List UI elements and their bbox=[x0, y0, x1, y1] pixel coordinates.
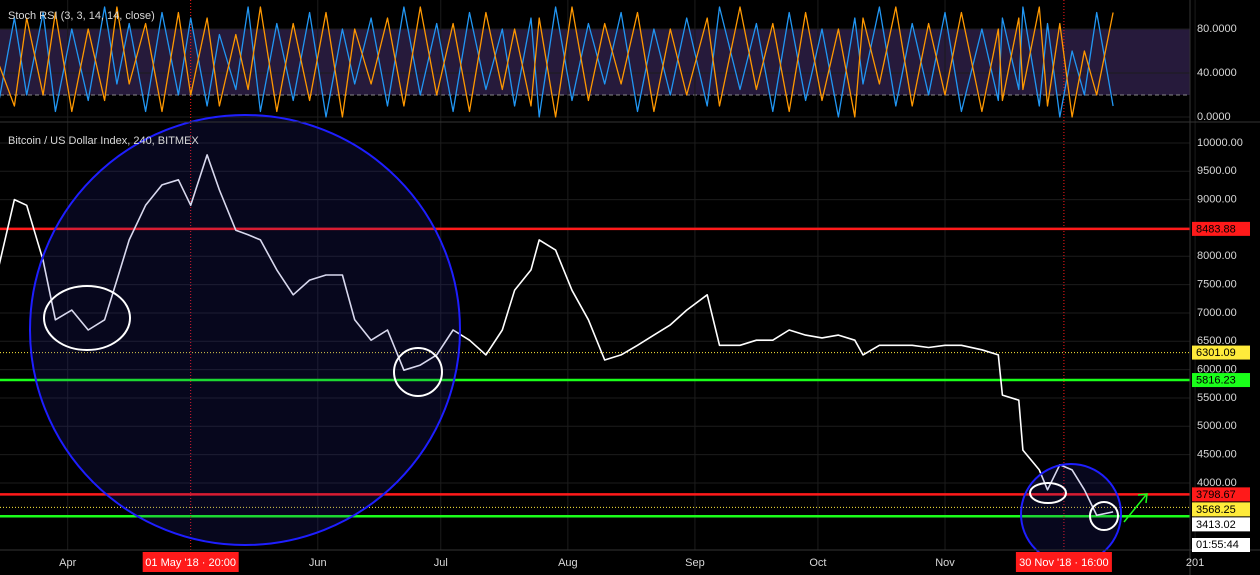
x-tick-label: Aug bbox=[558, 557, 578, 569]
x-tick-label: Nov bbox=[935, 557, 955, 569]
y-tick-label: 7500.00 bbox=[1197, 279, 1237, 291]
ellipse-annotation bbox=[1089, 501, 1119, 531]
level-label: 8483.88 bbox=[1196, 223, 1236, 235]
x-tick-label: Sep bbox=[685, 557, 705, 569]
y-tick-label: 10000.00 bbox=[1197, 137, 1243, 149]
y-tick-label: 4000.00 bbox=[1197, 477, 1237, 489]
circle-annotation bbox=[1020, 463, 1122, 565]
y-tick-label: 5000.00 bbox=[1197, 420, 1237, 432]
band bbox=[0, 29, 1190, 96]
level-label: 3798.67 bbox=[1196, 489, 1236, 501]
crosshair-label: 01 May '18 · 20:00 bbox=[145, 557, 236, 569]
y-tick-label: 9000.00 bbox=[1197, 194, 1237, 206]
y-tick-label: 6500.00 bbox=[1197, 335, 1237, 347]
series-line bbox=[0, 154, 1114, 517]
level-label: 6301.09 bbox=[1196, 347, 1236, 359]
crosshair-label-box bbox=[142, 552, 239, 572]
indicator-title: Stoch RSI (3, 3, 14, 14, close) bbox=[8, 10, 155, 22]
crosshair-label-box bbox=[1015, 552, 1112, 572]
y-tick-label: 9500.00 bbox=[1197, 165, 1237, 177]
level-label: 5816.23 bbox=[1196, 374, 1236, 386]
annotations bbox=[29, 114, 1148, 565]
y-tick-label: 4500.00 bbox=[1197, 449, 1237, 461]
arrow-head bbox=[1137, 493, 1148, 504]
x-tick-label: Apr bbox=[59, 557, 76, 569]
ellipse-annotation bbox=[1029, 482, 1067, 504]
series-line bbox=[0, 6, 1114, 118]
level-label: 3413.02 bbox=[1196, 519, 1236, 531]
countdown-box bbox=[1192, 538, 1250, 552]
level-label-box bbox=[1192, 221, 1250, 236]
crosshair-label: 30 Nov '18 · 16:00 bbox=[1019, 557, 1109, 569]
level-label-box bbox=[1192, 487, 1250, 502]
y-tick-label: 80.0000 bbox=[1197, 23, 1237, 35]
level-label: 3568.25 bbox=[1196, 504, 1236, 516]
y-tick-label: 5500.00 bbox=[1197, 392, 1237, 404]
labels-layer: 80.0000 40.0000 0.0000 10000.00 9500.00 9000.… bbox=[59, 23, 1250, 572]
ellipse-annotation bbox=[43, 285, 131, 351]
level-label-box bbox=[1192, 517, 1250, 532]
series-line bbox=[0, 6, 1114, 118]
x-tick-label: 201 bbox=[1186, 557, 1204, 569]
level-label-box bbox=[1192, 373, 1250, 388]
level-label-box bbox=[1192, 345, 1250, 360]
y-tick-label: 8000.00 bbox=[1197, 250, 1237, 262]
x-tick-label: Oct bbox=[809, 557, 826, 569]
y-tick-label: 7000.00 bbox=[1197, 307, 1237, 319]
y-tick-label: 40.0000 bbox=[1197, 67, 1237, 79]
x-tick-label: Jul bbox=[434, 557, 448, 569]
arrow bbox=[1123, 494, 1147, 523]
ellipse-annotation bbox=[393, 347, 443, 397]
level-label-box bbox=[1192, 502, 1250, 517]
y-tick-label: 0.0000 bbox=[1197, 111, 1231, 123]
x-tick-label: Jun bbox=[309, 557, 327, 569]
countdown: 01:55:44 bbox=[1196, 539, 1239, 551]
chart-title: Bitcoin / US Dollar Index, 240, BITMEX bbox=[8, 135, 199, 147]
y-tick-label: 6000.00 bbox=[1197, 364, 1237, 376]
circle-annotation bbox=[29, 114, 461, 546]
marks-layer bbox=[0, 6, 1114, 517]
